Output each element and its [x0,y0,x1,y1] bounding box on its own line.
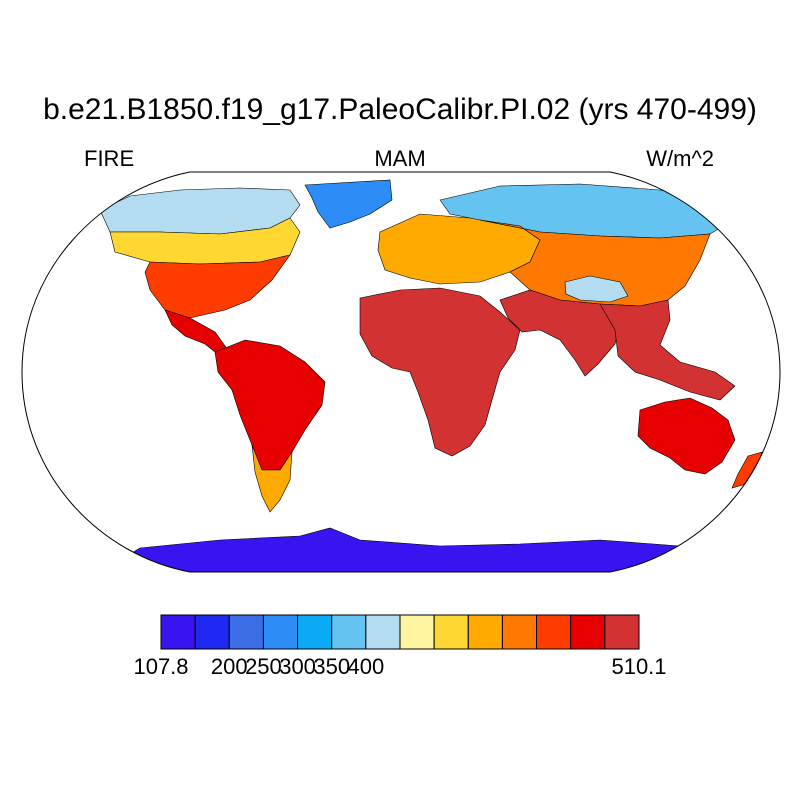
region-tibet [564,275,629,303]
colorbar-swatch [297,614,333,650]
colorbar-tick-label: 400 [347,654,385,679]
colorbar [160,614,640,650]
colorbar-swatch [570,614,606,650]
colorbar-swatch [228,614,264,650]
colorbar-tick-label: 200 [210,654,248,679]
season-label: MAM [374,146,426,171]
colorbar-swatch [433,614,469,650]
region-australia [637,397,736,475]
variable-label: FIRE [84,146,135,171]
region-southeast-asia [599,299,736,401]
region-central-america [164,309,229,357]
region-north-america-mid [109,217,301,265]
colorbar-swatch [194,614,230,650]
colorbar-swatch [160,614,196,650]
plot-title: b.e21.B1850.f19_g17.PaleoCalibr.PI.02 (y… [43,93,757,126]
region-greenland [304,179,393,229]
region-africa [359,287,521,457]
colorbar-swatch [536,614,572,650]
colorbar-tick-label: 300 [279,654,316,679]
colorbar-swatch [399,614,435,650]
colorbar-swatch [262,614,299,650]
colorbar-tick-label: 510.1 [611,654,667,679]
colorbar-labels: 107.8 200 250 300 350 400 510.1 [0,654,800,684]
region-antarctica [98,527,701,572]
colorbar-swatch [604,614,640,650]
colorbar-tick-label: 350 [313,654,351,679]
region-canada-arctic [99,187,301,235]
colorbar-tick-label: 107.8 [133,654,189,679]
colorbar-swatch [501,614,538,650]
region-patagonia [251,444,293,513]
region-arabia-india [499,289,623,377]
units-label: W/m^2 [646,146,714,171]
colorbar-swatch [467,614,503,650]
colorbar-swatch [331,614,367,650]
map-outline [21,171,781,573]
region-south-america [214,339,326,471]
region-new-zealand [731,451,763,489]
colorbar-tick-label: 250 [245,654,282,679]
colorbar-swatch [365,614,401,650]
region-north-america-south [144,254,291,319]
